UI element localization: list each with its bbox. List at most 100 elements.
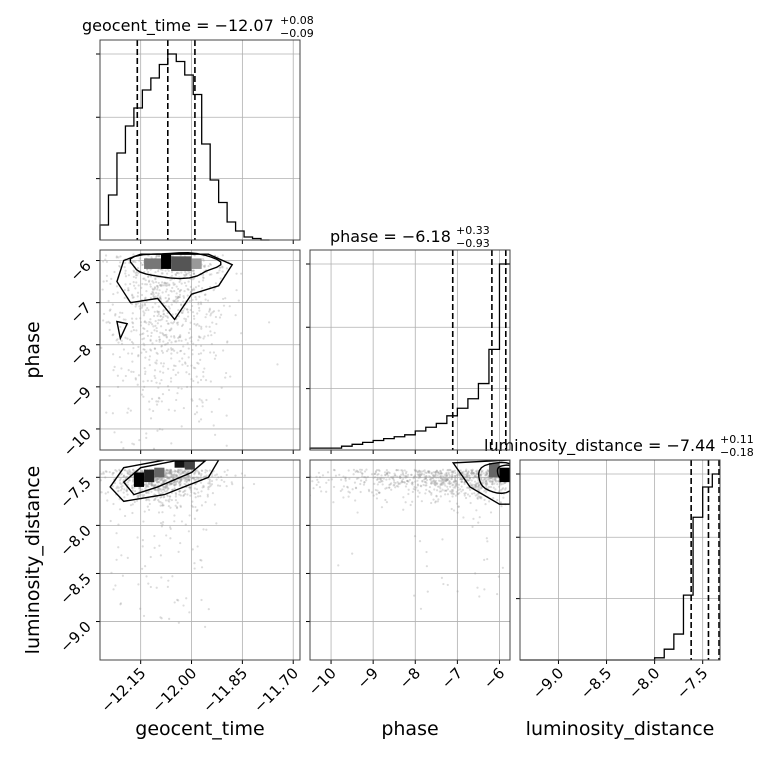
scatter-point xyxy=(400,469,403,472)
scatter-point xyxy=(182,309,185,312)
scatter-point xyxy=(425,475,428,478)
scatter-point xyxy=(185,480,189,483)
scatter-point xyxy=(91,298,93,300)
scatter-point xyxy=(208,273,211,276)
scatter-point xyxy=(164,499,168,502)
scatter-point xyxy=(163,282,166,285)
scatter-point xyxy=(154,488,157,492)
scatter-point xyxy=(401,472,405,475)
scatter-point xyxy=(399,476,402,479)
scatter-point xyxy=(158,284,161,287)
scatter-point xyxy=(484,478,487,481)
scatter-point xyxy=(201,279,205,282)
scatter-point xyxy=(474,486,477,490)
scatter-point xyxy=(130,352,134,355)
scatter-point xyxy=(453,481,456,484)
scatter-point xyxy=(375,468,379,472)
scatter-point xyxy=(156,489,159,492)
scatter-point xyxy=(421,472,424,475)
scatter-point xyxy=(348,491,352,494)
scatter-point xyxy=(240,472,244,475)
scatter-point xyxy=(149,349,153,352)
scatter-point xyxy=(195,405,199,408)
scatter-point xyxy=(200,566,204,569)
scatter-point xyxy=(204,316,207,319)
scatter-point xyxy=(428,491,432,494)
scatter-point xyxy=(134,303,138,306)
scatter-point xyxy=(450,476,453,479)
scatter-point xyxy=(415,469,418,472)
scatter-point xyxy=(479,477,483,480)
scatter-point xyxy=(198,309,201,312)
scatter-point xyxy=(471,483,474,486)
scatter-point xyxy=(387,486,391,489)
scatter-point xyxy=(145,499,148,502)
scatter-point xyxy=(130,302,134,306)
scatter-point xyxy=(169,470,173,473)
scatter-point xyxy=(106,499,109,502)
scatter-point xyxy=(159,295,162,298)
scatter-point xyxy=(188,299,191,303)
scatter-point xyxy=(132,296,135,299)
scatter-point xyxy=(478,495,481,498)
histogram-geocent-time xyxy=(96,39,301,244)
scatter-point xyxy=(160,400,163,403)
scatter-point xyxy=(482,472,485,475)
scatter-point xyxy=(474,485,477,488)
scatter-point xyxy=(190,340,193,343)
scatter-point xyxy=(169,470,172,473)
scatter-point xyxy=(396,480,399,484)
scatter-point xyxy=(162,496,165,499)
scatter-point xyxy=(455,473,459,477)
scatter-point xyxy=(143,312,146,315)
scatter-point xyxy=(155,339,158,342)
scatter-point xyxy=(462,470,465,473)
scatter-point xyxy=(159,297,162,300)
x-tick-label: −12.15 xyxy=(98,664,150,716)
scatter-point xyxy=(170,303,173,306)
scatter-point xyxy=(194,505,197,509)
scatter-point xyxy=(187,280,190,283)
scatter-point xyxy=(188,485,192,489)
scatter-point xyxy=(180,339,183,342)
scatter-point xyxy=(177,296,180,299)
scatter-point xyxy=(365,476,368,479)
scatter-point xyxy=(376,489,379,492)
scatter-point xyxy=(162,365,165,368)
scatter-point xyxy=(392,479,396,482)
scatter-point xyxy=(156,322,159,325)
scatter-point xyxy=(181,471,184,475)
scatter-point xyxy=(464,496,468,500)
scatter-point xyxy=(491,477,494,480)
scatter-point xyxy=(485,482,488,485)
scatter-point xyxy=(112,333,115,336)
x-tick-label: −12.00 xyxy=(148,664,200,716)
scatter-point xyxy=(142,348,145,351)
scatter-point xyxy=(475,470,478,474)
scatter-point xyxy=(190,288,194,292)
scatter-point xyxy=(121,484,124,488)
scatter-point xyxy=(201,257,205,261)
scatter-point xyxy=(196,495,200,498)
scatter-point xyxy=(140,286,143,289)
scatter-point xyxy=(207,486,210,489)
scatter-point xyxy=(178,473,181,476)
scatter-point xyxy=(160,362,163,365)
scatter-point xyxy=(451,489,455,492)
scatter-point xyxy=(491,481,494,484)
scatter-point xyxy=(220,478,223,482)
scatter-point xyxy=(423,480,426,484)
scatter-point xyxy=(432,476,435,480)
scatter-point xyxy=(432,471,435,474)
scatter-point xyxy=(143,302,146,306)
scatter-point xyxy=(448,480,451,483)
scatter-point xyxy=(168,307,171,310)
scatter-point xyxy=(159,370,162,373)
scatter-point xyxy=(418,540,422,543)
scatter-point xyxy=(483,558,486,561)
scatter-point xyxy=(170,347,173,350)
scatter-point xyxy=(499,483,502,486)
scatter-point xyxy=(217,309,220,312)
scatter-point xyxy=(179,489,182,493)
scatter-point xyxy=(417,470,420,474)
